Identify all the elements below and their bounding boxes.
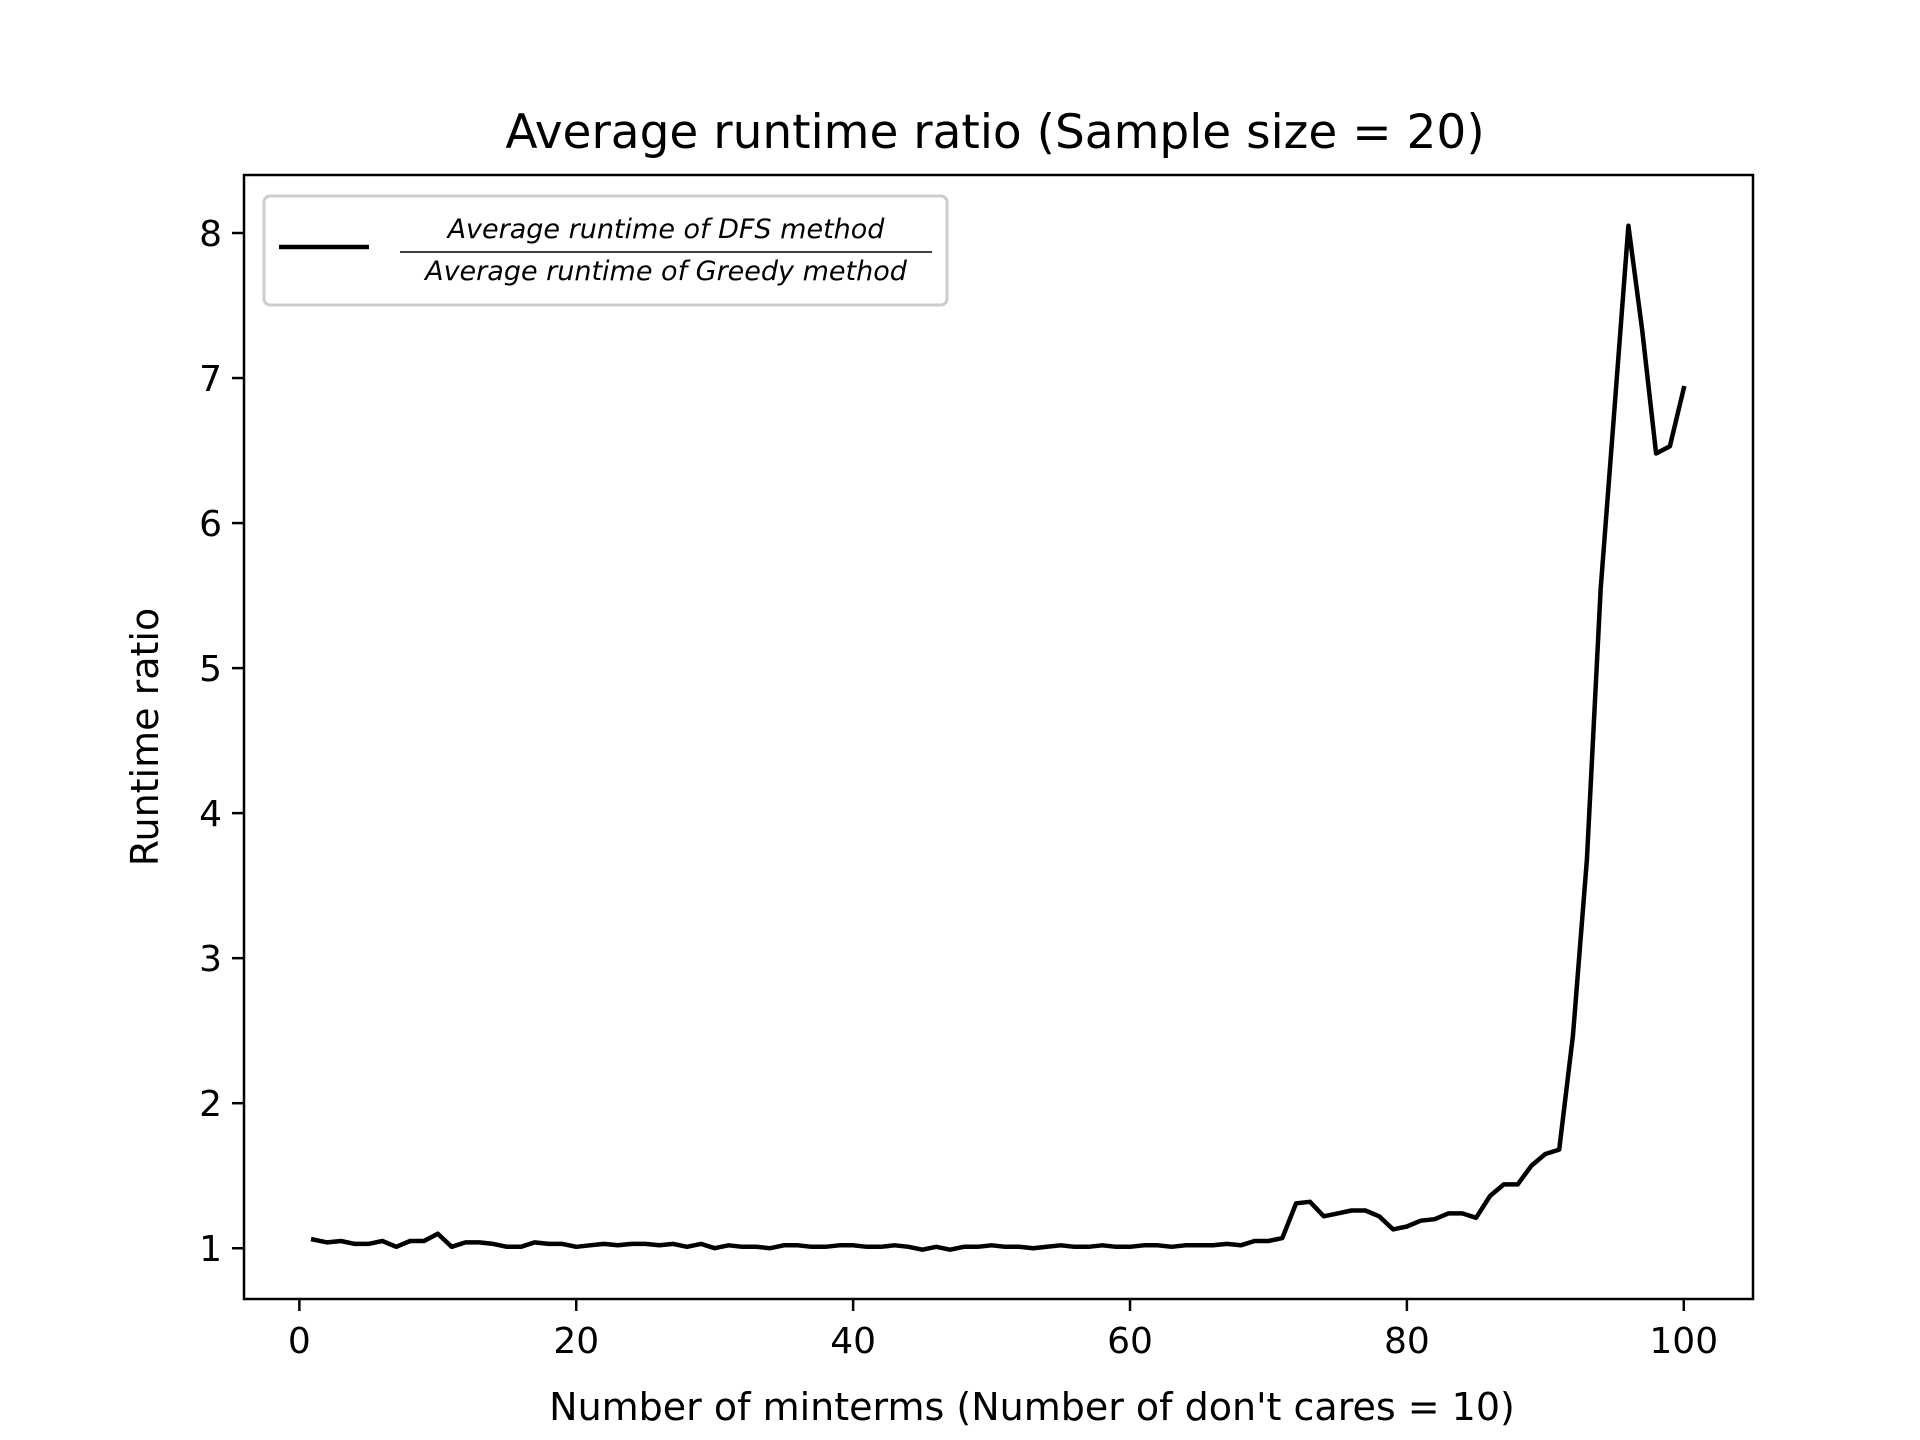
y-axis-ticks: 1 2 3 4 5 6 7 8 [199,214,244,1270]
x-tick-label: 40 [830,1321,876,1362]
legend: Average runtime of DFS method Average ru… [262,194,949,307]
y-tick-label: 2 [199,1084,222,1125]
plot-frame [242,173,1755,1301]
y-tick-label: 6 [199,504,222,545]
x-axis-title: Number of minterms (Number of don't care… [549,1385,1515,1429]
legend-box [262,194,949,307]
series-line [310,223,1687,1252]
y-tick-label: 7 [199,359,222,400]
y-tick-label: 8 [199,214,222,255]
y-axis-title: Runtime ratio [123,608,167,866]
plot-area: 0 20 40 60 80 100 1 2 3 4 5 6 7 8 [199,173,1755,1362]
x-tick-label: 0 [288,1321,311,1362]
chart-title: Average runtime ratio (Sample size = 20) [505,105,1484,160]
legend-numerator: Average runtime of DFS method [446,214,886,245]
legend-denominator: Average runtime of Greedy method [423,256,908,287]
y-tick-label: 3 [199,939,222,980]
x-axis-ticks: 0 20 40 60 80 100 [288,1299,1718,1362]
x-tick-label: 80 [1384,1321,1430,1362]
y-tick-label: 1 [199,1229,222,1270]
x-tick-label: 20 [553,1321,599,1362]
x-tick-label: 60 [1107,1321,1153,1362]
y-tick-label: 4 [199,794,222,835]
y-tick-label: 5 [199,649,222,690]
x-tick-label: 100 [1649,1321,1718,1362]
